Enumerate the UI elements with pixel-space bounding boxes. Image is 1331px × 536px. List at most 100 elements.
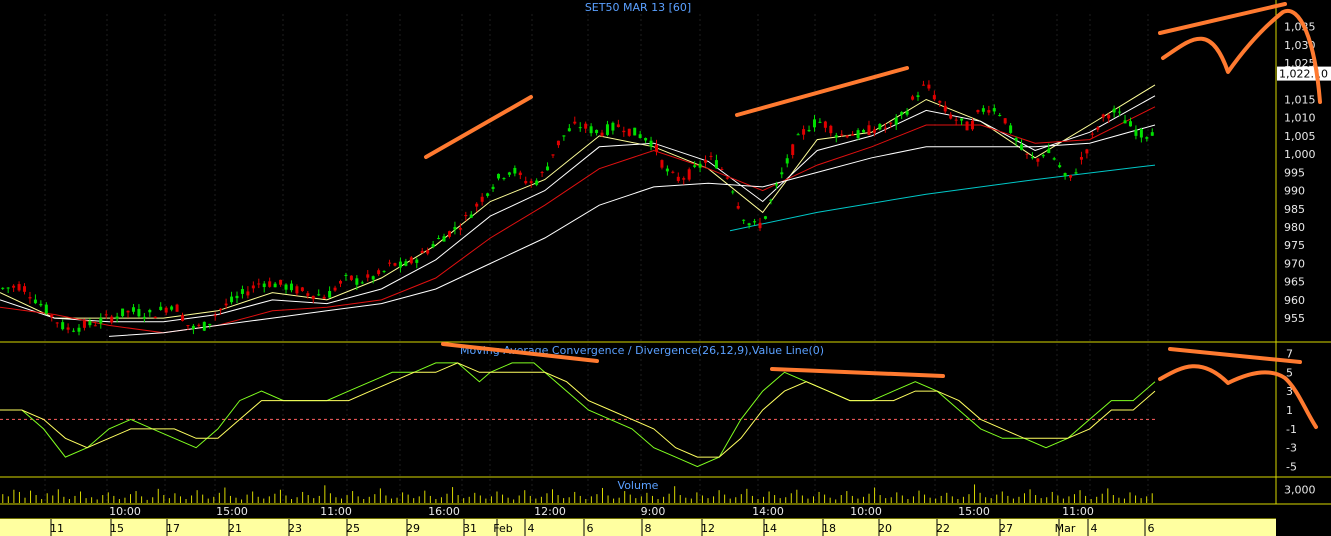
candle-body <box>72 330 76 332</box>
candle-body <box>1145 137 1149 139</box>
candle-body <box>1052 158 1056 160</box>
volume-title: Volume <box>618 479 659 492</box>
candle-body <box>976 110 980 113</box>
candle-body <box>518 172 522 176</box>
candle-body <box>812 119 816 128</box>
price-tick-label: 985 <box>1284 203 1305 216</box>
candle-body <box>1112 108 1116 113</box>
time-label-lower: 17 <box>166 522 180 535</box>
time-label-upper: 15:00 <box>958 505 990 518</box>
time-label-upper: 10:00 <box>109 505 141 518</box>
candle-body <box>121 308 125 317</box>
candle-body <box>202 321 206 331</box>
time-label-lower: 6 <box>1148 522 1155 535</box>
time-label-lower: 4 <box>1091 522 1098 535</box>
candle-body <box>921 84 925 86</box>
candle-body <box>388 262 392 264</box>
candle-body <box>300 287 304 291</box>
candle-body <box>137 309 141 317</box>
candle-body <box>567 128 571 132</box>
candle-body <box>23 286 27 292</box>
candle-body <box>349 275 353 280</box>
candle-body <box>208 323 212 326</box>
candle-body <box>224 303 228 306</box>
candle-body <box>725 177 729 179</box>
candle-body <box>339 280 343 284</box>
candle-body <box>1123 120 1127 124</box>
candle-body <box>687 169 691 180</box>
time-label-lower: 31 <box>463 522 477 535</box>
candle-body <box>262 283 266 288</box>
candle-body <box>780 172 784 175</box>
candle-body <box>1139 129 1143 138</box>
time-label-upper: 15:00 <box>216 505 248 518</box>
price-tick-label: 955 <box>1284 312 1305 325</box>
candle-body <box>638 134 642 138</box>
time-label-lower: Mar <box>1055 522 1076 535</box>
candle-body <box>949 114 953 119</box>
candle-body <box>44 304 48 314</box>
price-tick-label: 1,015 <box>1284 93 1316 106</box>
candle-body <box>823 121 827 128</box>
candle-body <box>856 130 860 138</box>
candle-body <box>366 274 370 278</box>
time-label-lower: 29 <box>406 522 420 535</box>
candle-body <box>987 110 991 113</box>
time-label-lower: 11 <box>50 522 64 535</box>
time-label-lower: 18 <box>822 522 836 535</box>
candle-body <box>693 165 697 167</box>
candle-body <box>328 291 332 298</box>
candle-body <box>1118 111 1122 113</box>
candle-body <box>33 299 37 304</box>
candle-body <box>393 263 397 266</box>
time-label-upper: 12:00 <box>534 505 566 518</box>
candle-body <box>175 304 179 312</box>
candle-body <box>840 134 844 136</box>
candle-body <box>573 121 577 124</box>
price-line-ma-long <box>729 164 1156 232</box>
time-label-lower: 20 <box>878 522 892 535</box>
candle-body <box>1036 158 1040 162</box>
time-axis-lower: 11 15 17 21 23 25 29 31 Feb 4 6 8 12 14 18 20 22 27 Mar 4 6 <box>50 519 1155 536</box>
last-price-label: 1,022.10 <box>1279 68 1328 81</box>
macd-tick-label: 5 <box>1286 366 1293 379</box>
candle-body <box>279 279 283 285</box>
price-tick-label: 1,005 <box>1284 130 1316 143</box>
candle-body <box>322 296 326 299</box>
candle-body <box>763 216 767 219</box>
candle-body <box>1150 132 1154 136</box>
candle-body <box>12 285 16 288</box>
candle-body <box>181 314 185 321</box>
macd-line-0 <box>0 362 1156 468</box>
candle-body <box>954 119 958 121</box>
candle-body <box>654 144 658 152</box>
macd-series-group <box>0 362 1156 468</box>
candle-body <box>671 171 675 173</box>
candle-body <box>807 129 811 132</box>
candle-body <box>153 316 157 319</box>
candle-body <box>88 320 92 326</box>
macd-axis: 7 5 3 1 -1 -3 -5 <box>1286 347 1297 473</box>
candle-body <box>562 135 566 137</box>
candle-body <box>131 307 135 312</box>
candle-body <box>911 96 915 100</box>
candle-body <box>1047 148 1051 154</box>
candle-body <box>398 261 402 268</box>
candle-body <box>851 134 855 136</box>
candle-body <box>938 100 942 103</box>
time-label-lower: 8 <box>645 522 652 535</box>
candle-body <box>115 316 119 319</box>
candle-body <box>469 214 473 218</box>
time-label-upper: 14:00 <box>752 505 784 518</box>
candle-body <box>889 122 893 124</box>
time-label-lower: 15 <box>110 522 124 535</box>
candle-body <box>126 310 130 313</box>
candle-body <box>1134 129 1138 136</box>
candle-body <box>39 303 43 306</box>
candle-body <box>965 121 969 131</box>
candle-body <box>164 307 168 313</box>
candle-body <box>28 297 32 299</box>
panel-frames <box>0 0 1331 520</box>
time-label-lower: Feb <box>493 522 512 535</box>
candle-body <box>1107 114 1111 119</box>
